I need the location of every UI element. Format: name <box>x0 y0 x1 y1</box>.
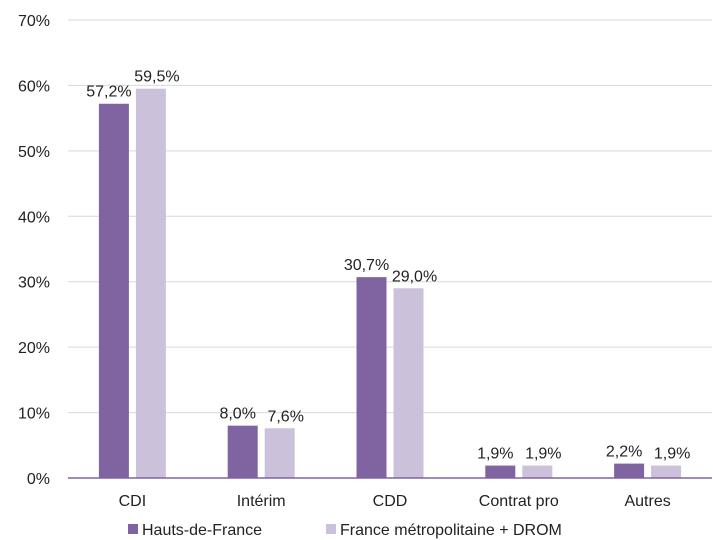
bar <box>356 277 387 478</box>
data-label: 2,2% <box>606 444 642 461</box>
bar <box>98 103 129 479</box>
data-label: 29,0% <box>392 268 437 285</box>
y-tick-label: 70% <box>18 13 50 30</box>
data-label: 7,6% <box>267 408 303 425</box>
bar <box>522 465 553 478</box>
y-tick-label: 10% <box>18 406 50 423</box>
legend-swatch <box>326 524 336 534</box>
legend-label: Hauts-de-France <box>142 522 262 539</box>
legend-swatch <box>128 524 138 534</box>
x-tick-label: Intérim <box>237 493 286 510</box>
legend-label: France métropolitaine + DROM <box>340 522 562 539</box>
legend: Hauts-de-France France métropolitaine + D… <box>128 522 562 539</box>
y-tick-label: 20% <box>18 340 50 357</box>
bar <box>651 465 682 478</box>
y-tick-label: 60% <box>18 78 50 95</box>
x-tick-label: Autres <box>624 493 670 510</box>
y-tick-label: 50% <box>18 144 50 161</box>
data-label: 57,2% <box>86 84 131 101</box>
y-tick-label: 40% <box>18 209 50 226</box>
bars <box>98 88 682 479</box>
y-axis: 0% 10% 20% 30% 40% 50% 60% 70% <box>18 13 50 488</box>
x-tick-label: CDD <box>373 493 408 510</box>
x-tick-label: CDI <box>119 493 147 510</box>
bar <box>485 465 516 478</box>
y-tick-label: 30% <box>18 275 50 292</box>
y-tick-label: 0% <box>27 471 50 488</box>
gridlines <box>68 19 712 414</box>
x-tick-label: Contrat pro <box>479 493 559 510</box>
data-label: 1,9% <box>477 446 513 463</box>
data-label: 59,5% <box>134 69 179 86</box>
bar <box>227 425 258 478</box>
bar <box>264 428 295 478</box>
x-axis: CDI Intérim CDD Contrat pro Autres <box>68 477 712 510</box>
bar <box>135 88 166 478</box>
bar <box>614 463 645 478</box>
data-label: 1,9% <box>654 446 690 463</box>
data-label: 8,0% <box>219 406 255 423</box>
bar <box>393 288 424 478</box>
data-labels: 57,2%59,5% 8,0% 7,6% 30,7%29,0% 1,9% 1,9% 2,2%… <box>86 69 690 463</box>
data-label: 30,7% <box>344 257 389 274</box>
data-label: 1,9% <box>525 446 561 463</box>
